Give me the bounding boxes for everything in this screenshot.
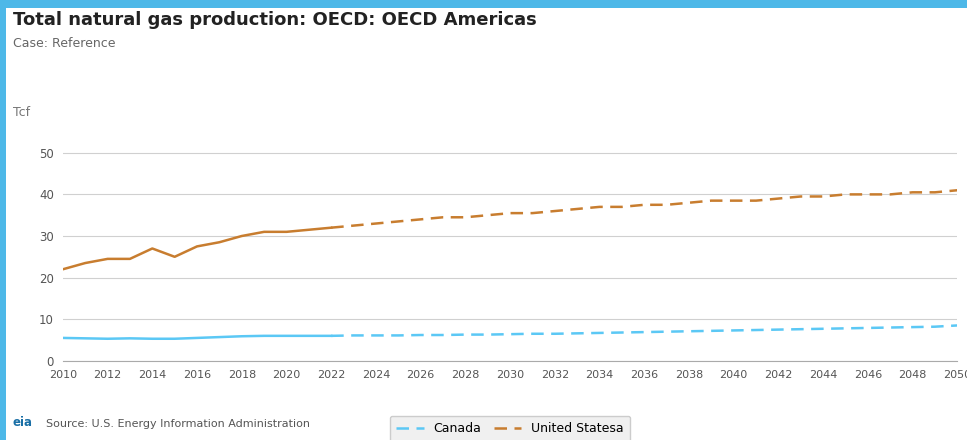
Legend: Canada, United Statesa: Canada, United Statesa [390,416,630,440]
Text: Source: U.S. Energy Information Administration: Source: U.S. Energy Information Administ… [46,419,310,429]
Text: Tcf: Tcf [13,106,30,119]
Text: Case: Reference: Case: Reference [13,37,115,51]
Text: eia: eia [13,416,33,429]
Text: Total natural gas production: OECD: OECD Americas: Total natural gas production: OECD: OECD… [13,11,537,29]
